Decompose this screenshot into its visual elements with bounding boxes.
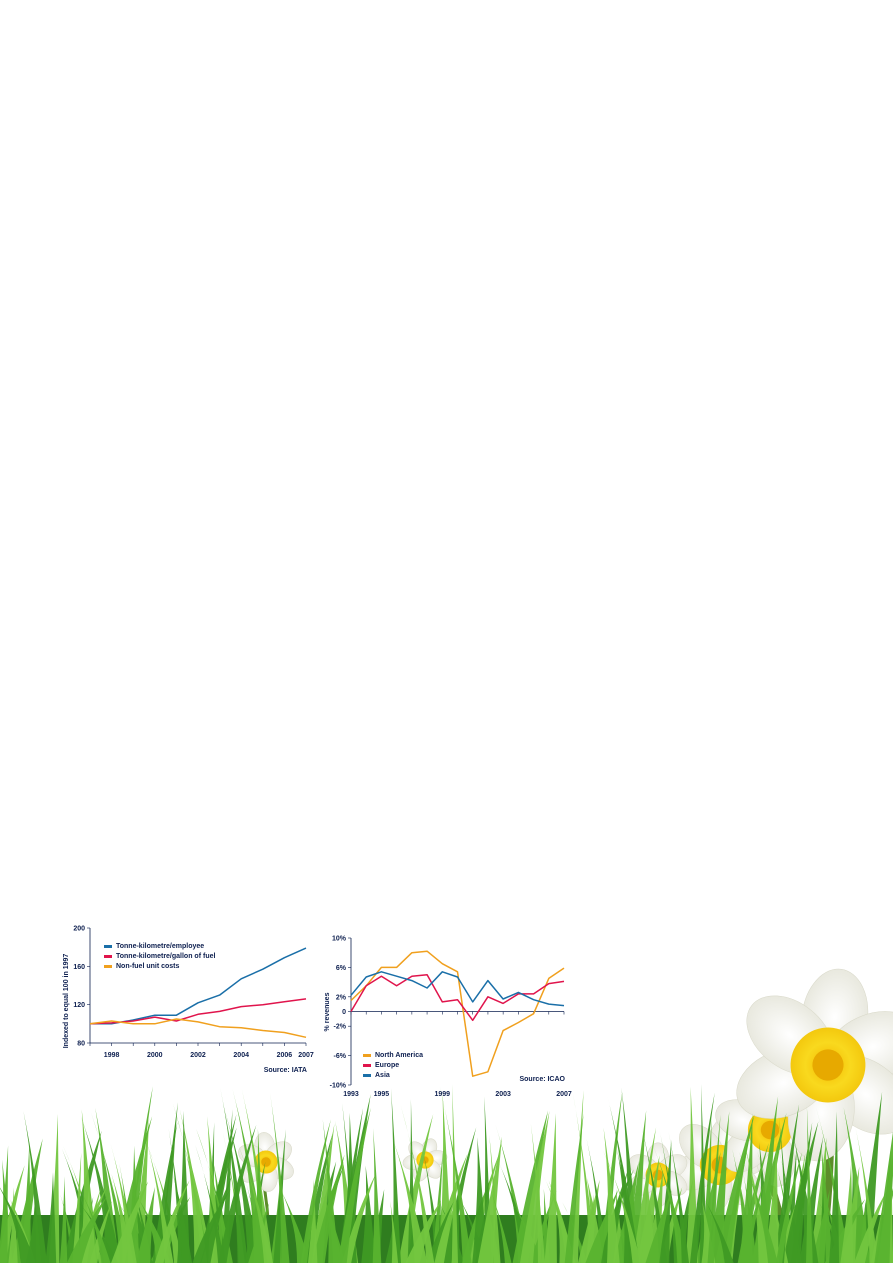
grass-and-daffodils-illustration: [0, 0, 893, 1263]
